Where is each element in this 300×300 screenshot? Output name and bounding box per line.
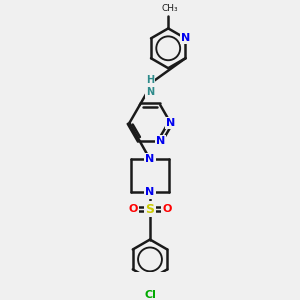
- Text: N: N: [146, 154, 154, 164]
- Text: O: O: [163, 204, 172, 214]
- Text: N: N: [156, 136, 165, 146]
- Text: N: N: [146, 188, 154, 197]
- Text: H
N: H N: [146, 75, 154, 97]
- Text: N: N: [181, 33, 190, 43]
- Text: S: S: [146, 202, 154, 215]
- Text: O: O: [128, 204, 137, 214]
- Text: CH₃: CH₃: [162, 4, 178, 13]
- Text: N: N: [166, 118, 175, 128]
- Text: Cl: Cl: [144, 290, 156, 300]
